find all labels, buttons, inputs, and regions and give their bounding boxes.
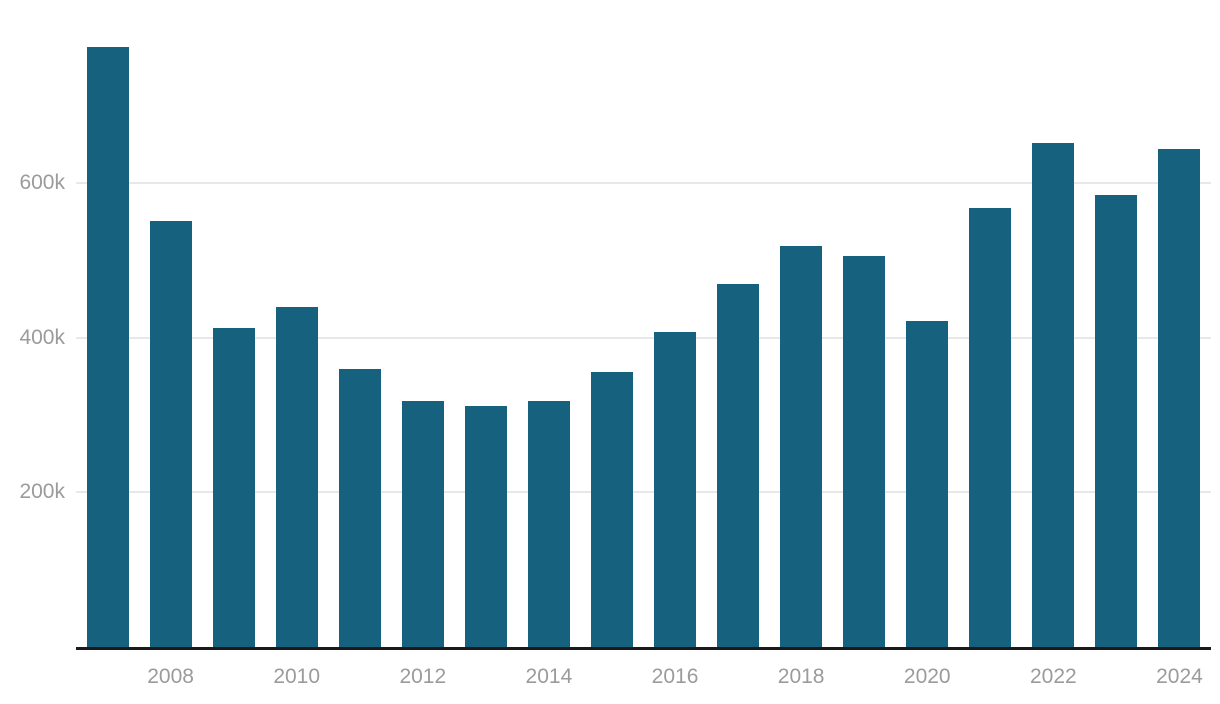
bar-2017	[717, 284, 760, 647]
x-tick-label-2024: 2024	[1156, 665, 1203, 688]
bar-2015	[590, 372, 633, 647]
y-tick-label-600k: 600k	[19, 170, 65, 194]
bar-2010	[275, 307, 318, 647]
x-tick-label-2010: 2010	[273, 665, 321, 688]
x-tick-label-2018: 2018	[777, 665, 825, 688]
x-tick-label-2012: 2012	[399, 665, 447, 688]
bar-2023	[1095, 194, 1138, 647]
bar-2020	[906, 321, 949, 647]
y-tick-label-200k: 200k	[19, 480, 65, 504]
bar-2019	[843, 256, 886, 647]
bar-2009	[212, 328, 255, 647]
gridline-400k	[76, 336, 1211, 339]
y-tick-label-400k: 400k	[19, 325, 65, 349]
bar-2012	[401, 401, 444, 647]
x-tick-label-2016: 2016	[651, 665, 699, 688]
gridline-200k	[76, 491, 1211, 494]
bar-2013	[464, 405, 507, 647]
bar-2018	[780, 246, 823, 647]
x-tick-label-2022: 2022	[1030, 665, 1077, 688]
bar-2022	[1032, 143, 1075, 647]
x-axis-line	[76, 647, 1211, 650]
x-tick-label-2008: 2008	[147, 665, 194, 688]
bar-2016	[654, 332, 697, 647]
bar-2011	[338, 369, 381, 647]
bar-2021	[969, 208, 1012, 647]
x-tick-label-2014: 2014	[525, 665, 573, 688]
gridline-600k	[76, 181, 1211, 184]
x-tick-label-2020: 2020	[903, 665, 951, 688]
bar-2024	[1158, 148, 1201, 647]
bar-2007	[86, 46, 129, 647]
bar-2014	[527, 401, 570, 647]
bar-2008	[149, 220, 192, 647]
